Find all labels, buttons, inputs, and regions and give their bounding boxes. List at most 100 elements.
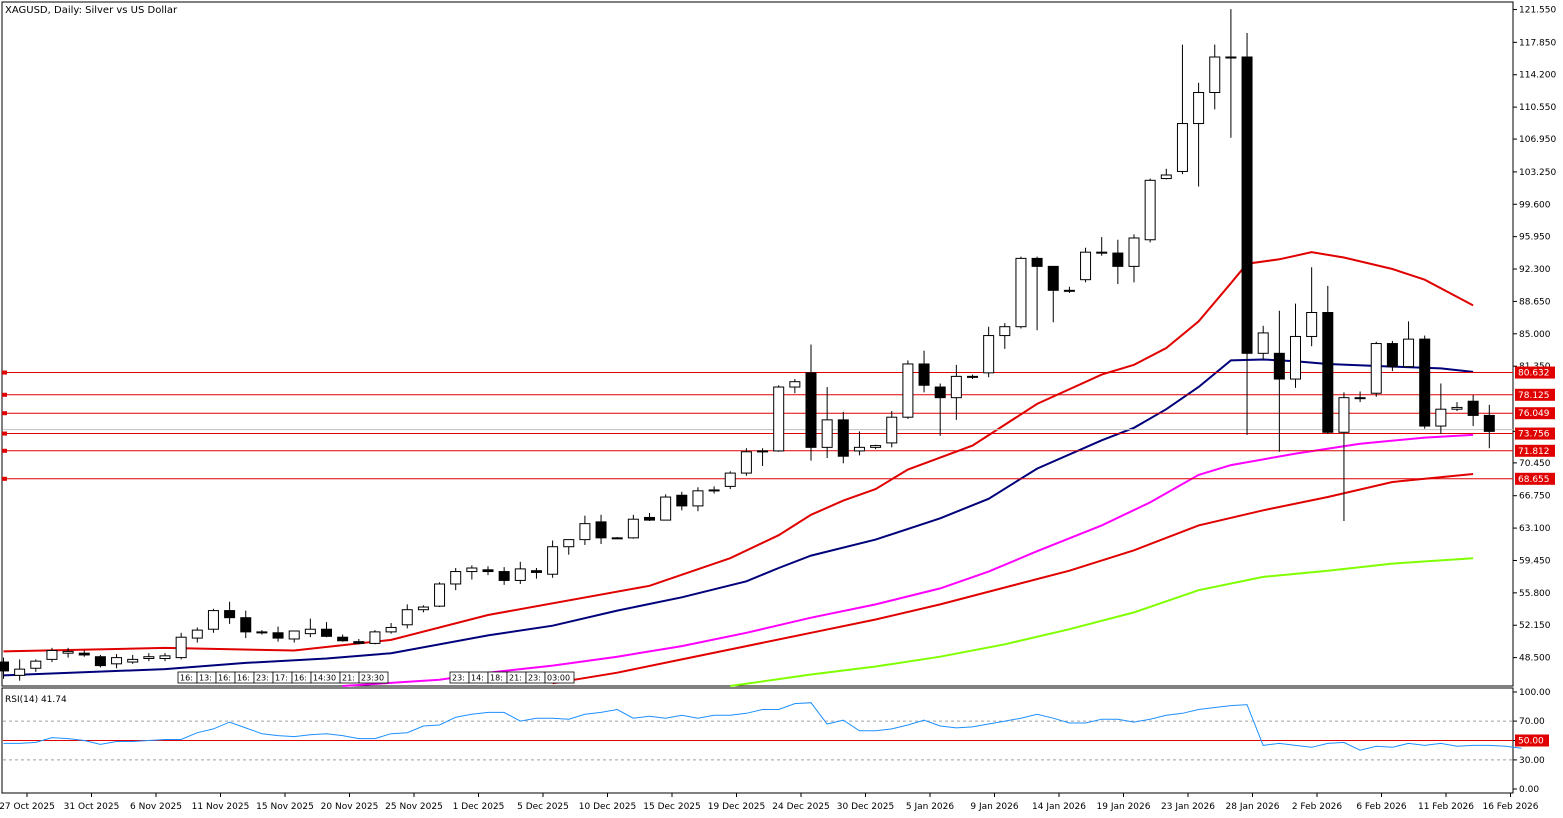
candle-bull bbox=[757, 450, 769, 453]
candle-bull bbox=[385, 626, 397, 633]
candle-bull bbox=[62, 650, 74, 654]
price-tick-label: 103.250 bbox=[1519, 168, 1556, 178]
candle-bear bbox=[934, 386, 946, 399]
event-label: 23:30 bbox=[361, 674, 384, 683]
candle-bull bbox=[1015, 257, 1027, 328]
candle-bear bbox=[482, 569, 494, 573]
level-anchor bbox=[2, 448, 7, 453]
rsi-level-tag bbox=[1515, 734, 1549, 747]
candle-bull bbox=[514, 568, 526, 581]
candle-bull bbox=[14, 668, 26, 676]
rsi-tick-label: 100.00 bbox=[1519, 688, 1551, 698]
candle-bull bbox=[950, 375, 962, 399]
level-tag bbox=[1515, 472, 1555, 485]
candle-bull bbox=[401, 609, 413, 626]
event-label: 21: bbox=[342, 674, 355, 683]
candle-bear bbox=[78, 652, 90, 656]
price-tick-label: 55.800 bbox=[1519, 589, 1551, 599]
candle-bull bbox=[692, 490, 704, 507]
candle-bull bbox=[773, 386, 785, 452]
level-tag bbox=[1515, 388, 1555, 401]
time-tick-label: 9 Jan 2026 bbox=[970, 802, 1018, 812]
moving-averages bbox=[3, 251, 1474, 687]
event-label: 16: bbox=[237, 674, 250, 683]
time-tick-label: 25 Nov 2025 bbox=[385, 802, 443, 812]
level-anchor bbox=[2, 392, 7, 397]
level-label: 71.812 bbox=[1518, 447, 1550, 457]
time-tick-label: 15 Nov 2025 bbox=[256, 802, 314, 812]
time-tick-label: 20 Nov 2025 bbox=[321, 802, 379, 812]
candle-bull bbox=[1451, 406, 1463, 410]
time-tick-label: 6 Nov 2025 bbox=[130, 802, 182, 812]
level-label: 78.125 bbox=[1518, 391, 1550, 401]
event-label: 23: bbox=[256, 674, 269, 683]
candle-bear bbox=[1047, 265, 1059, 291]
candle-bull bbox=[1063, 289, 1075, 292]
time-tick-label: 28 Jan 2026 bbox=[1226, 802, 1280, 812]
candle-bear bbox=[1483, 414, 1495, 432]
time-tick-label: 16 Feb 2026 bbox=[1482, 802, 1538, 812]
time-tick-label: 11 Nov 2025 bbox=[192, 802, 250, 812]
candle-bull bbox=[434, 583, 446, 607]
candle-bull bbox=[369, 631, 381, 644]
level-tag bbox=[1515, 366, 1555, 379]
price-tick-label: 85.000 bbox=[1519, 330, 1551, 340]
price-tick-label: 63.100 bbox=[1519, 524, 1551, 534]
time-tick-label: 2 Feb 2026 bbox=[1292, 802, 1343, 812]
moving-average-line bbox=[552, 473, 1474, 685]
price-tick-label: 92.300 bbox=[1519, 265, 1551, 275]
moving-average-line bbox=[342, 433, 1474, 687]
candle-bull bbox=[724, 472, 736, 487]
candle-bull bbox=[1160, 174, 1172, 180]
candle-bull bbox=[627, 518, 639, 539]
event-label: 16: bbox=[218, 674, 231, 683]
candle-bear bbox=[1112, 252, 1124, 267]
candle-bear bbox=[676, 494, 688, 507]
candle-bull bbox=[708, 489, 720, 492]
candle-bear bbox=[1031, 257, 1043, 267]
candle-bull bbox=[30, 660, 42, 669]
candle-bull bbox=[207, 610, 219, 630]
level-anchor bbox=[2, 476, 7, 481]
candle-bear bbox=[918, 363, 930, 386]
candle-bear bbox=[1096, 251, 1108, 254]
event-label: 16: bbox=[180, 674, 193, 683]
candle-bull bbox=[417, 606, 429, 611]
event-labels: 16: 13: 16: 16: 23: 17: 16: 14:30 21: 23:30 23: 14:… bbox=[177, 671, 575, 684]
candle-bull bbox=[1403, 338, 1415, 368]
level-label: 68.655 bbox=[1518, 475, 1550, 485]
event-label: 14:30 bbox=[313, 674, 336, 683]
price-panel bbox=[1, 1, 1514, 687]
candle-bull bbox=[450, 571, 462, 585]
candle-bull bbox=[1306, 312, 1318, 337]
candle-bull bbox=[288, 630, 300, 640]
candle-bull bbox=[853, 446, 865, 452]
candle-bear bbox=[0, 661, 9, 672]
candle-bull bbox=[143, 656, 155, 659]
candle-bull bbox=[1209, 56, 1221, 93]
level-label: 80.632 bbox=[1518, 369, 1550, 379]
candle-bear bbox=[353, 641, 365, 644]
candle-bear bbox=[837, 419, 849, 457]
time-tick-label: 15 Dec 2025 bbox=[643, 802, 701, 812]
candle-bull bbox=[1225, 56, 1237, 59]
level-anchor bbox=[2, 431, 7, 436]
price-tick-label: 48.500 bbox=[1519, 654, 1551, 664]
time-tick-label: 6 Feb 2026 bbox=[1356, 802, 1407, 812]
price-tick-label: 106.950 bbox=[1519, 135, 1556, 145]
rsi-level-label: 50.00 bbox=[1518, 737, 1544, 747]
time-tick-label: 5 Jan 2026 bbox=[906, 802, 954, 812]
candle-bull bbox=[983, 335, 995, 374]
price-tick-label: 66.750 bbox=[1519, 492, 1551, 502]
candle-bull bbox=[1370, 343, 1382, 394]
level-label: 76.049 bbox=[1518, 409, 1550, 419]
candle-bear bbox=[805, 372, 817, 448]
candle-bull bbox=[159, 655, 171, 659]
candle-bear bbox=[1419, 338, 1431, 427]
level-anchor bbox=[2, 411, 7, 416]
candle-bull bbox=[886, 416, 898, 444]
level-label: 73.756 bbox=[1518, 430, 1550, 440]
candle-bull bbox=[1354, 397, 1366, 400]
event-label: 03:00 bbox=[547, 674, 570, 683]
